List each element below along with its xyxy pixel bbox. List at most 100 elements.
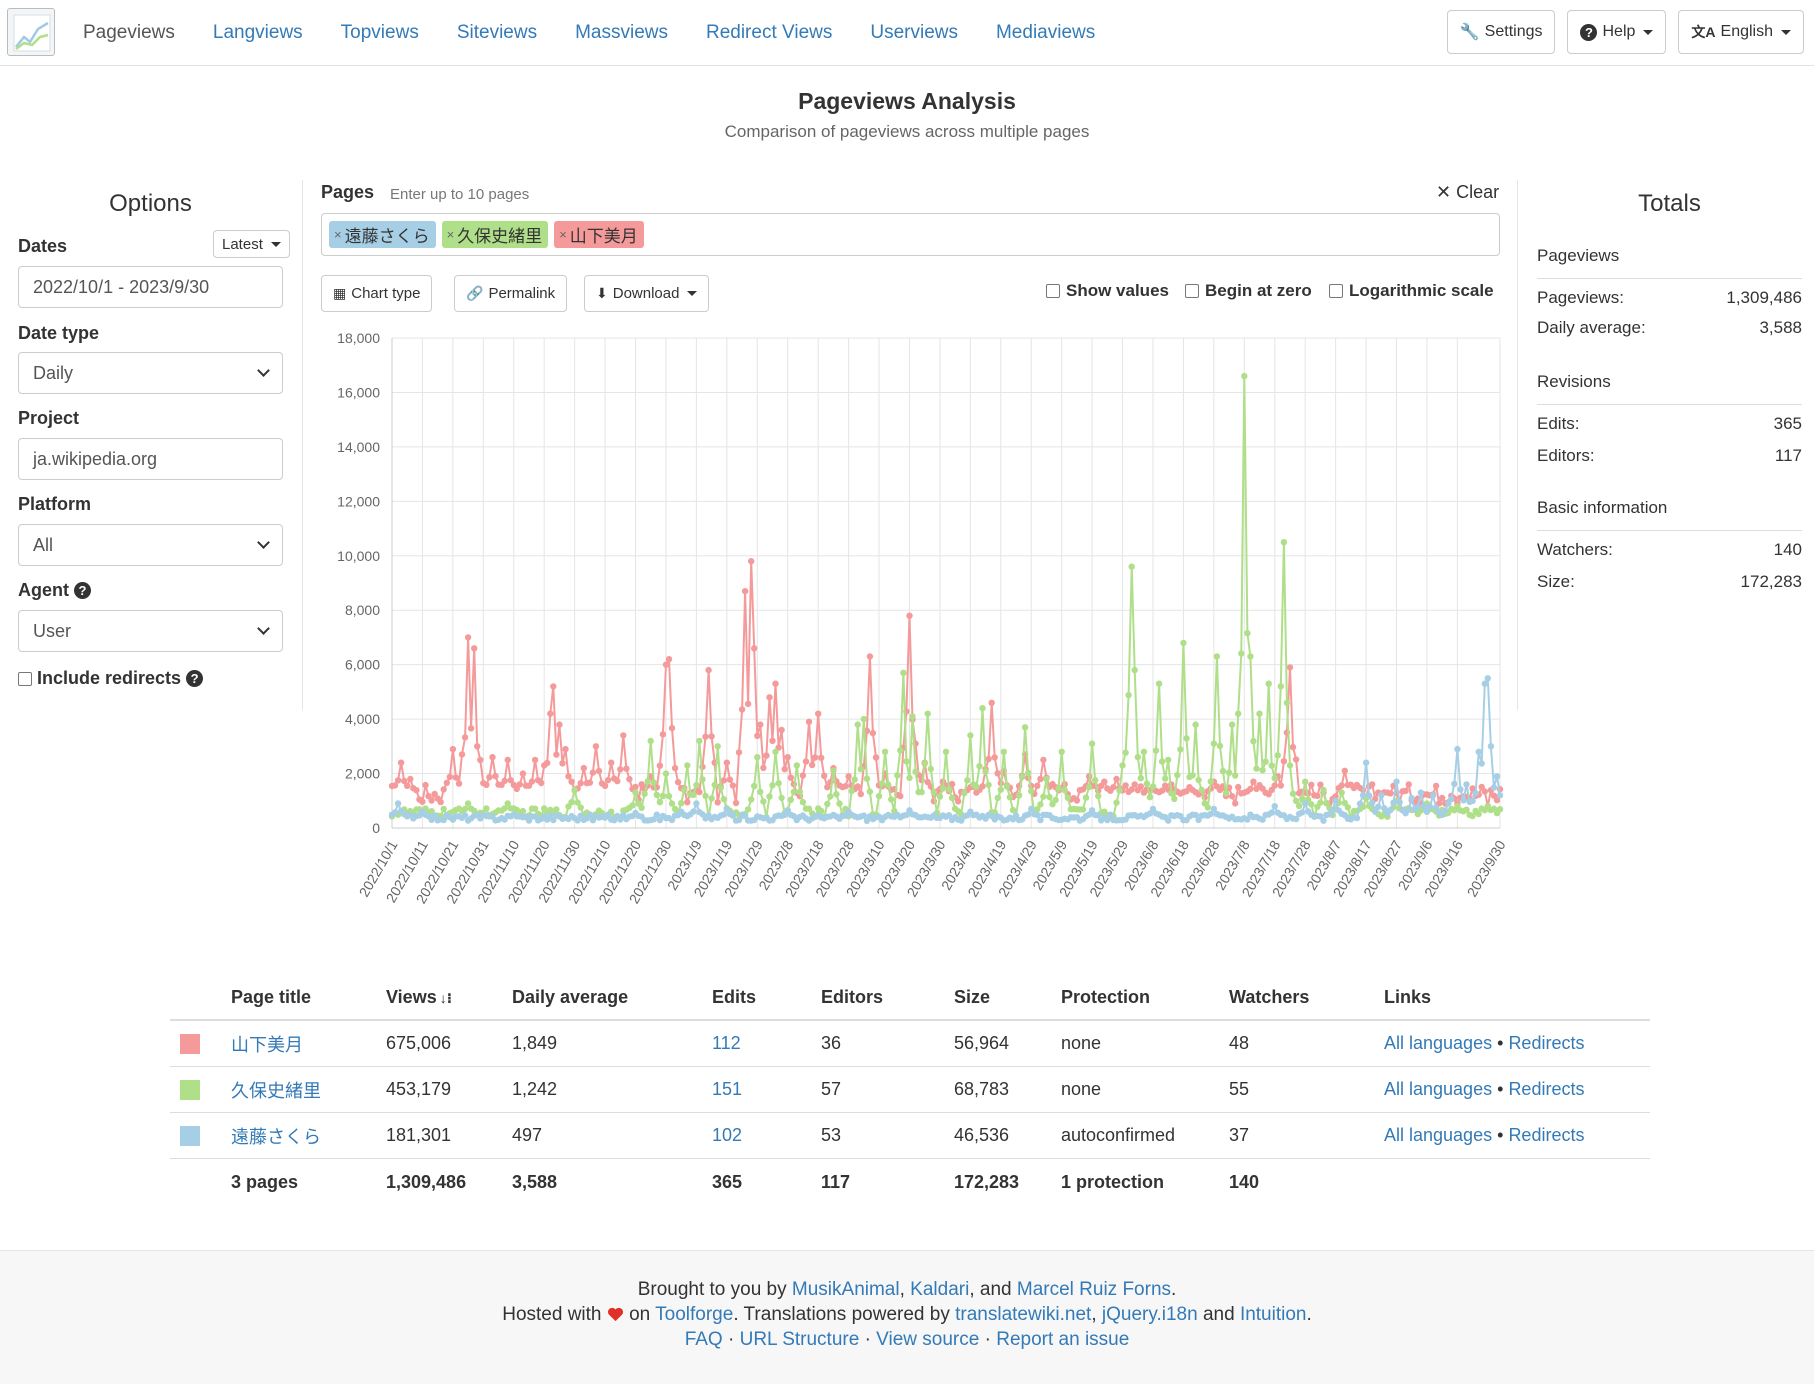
data-point[interactable] [668, 816, 676, 824]
data-point[interactable] [1432, 804, 1440, 811]
col-size[interactable]: Size [954, 986, 991, 1007]
data-point[interactable] [851, 776, 858, 783]
intuition-link[interactable]: Intuition [1239, 1304, 1307, 1325]
data-point[interactable] [711, 781, 718, 789]
data-point[interactable] [1244, 630, 1251, 637]
data-point[interactable] [678, 800, 685, 807]
data-point[interactable] [696, 788, 703, 796]
data-point[interactable] [696, 737, 703, 745]
data-point[interactable] [614, 777, 621, 785]
data-point[interactable] [1207, 778, 1214, 785]
data-point[interactable] [504, 756, 511, 764]
data-point[interactable] [553, 751, 560, 758]
page-tag[interactable]: × 山下美月 [554, 221, 644, 248]
data-point[interactable] [1174, 771, 1181, 779]
nav-pageviews[interactable]: Pageviews [83, 22, 175, 43]
col-protection[interactable]: Protection [1061, 986, 1151, 1007]
data-point[interactable] [1469, 797, 1476, 804]
data-point[interactable] [842, 783, 849, 790]
nav-userviews[interactable]: Userviews [870, 22, 958, 43]
data-point[interactable] [860, 812, 867, 819]
data-point[interactable] [787, 774, 794, 781]
data-point[interactable] [921, 760, 928, 767]
data-point[interactable] [1143, 780, 1151, 787]
pages-input[interactable]: × 遠藤さくら × 久保史緒里 × 山下美月 [321, 213, 1500, 256]
toolforge-link[interactable]: Toolforge [655, 1304, 734, 1325]
data-point[interactable] [1262, 758, 1269, 765]
data-point[interactable] [1271, 803, 1278, 810]
data-point[interactable] [1025, 811, 1032, 818]
data-point[interactable] [574, 799, 581, 806]
data-point[interactable] [863, 817, 871, 824]
data-point[interactable] [1274, 752, 1281, 759]
data-point[interactable] [805, 718, 813, 725]
data-point[interactable] [671, 764, 679, 772]
data-point[interactable] [1387, 790, 1394, 797]
data-point[interactable] [1165, 817, 1172, 824]
data-point[interactable] [979, 705, 986, 712]
data-point[interactable] [979, 783, 986, 790]
data-point[interactable] [760, 798, 767, 805]
data-point[interactable] [1003, 783, 1011, 790]
data-point[interactable] [1317, 781, 1324, 788]
data-point[interactable] [1128, 563, 1135, 570]
data-point[interactable] [1009, 806, 1017, 814]
redirects-link[interactable]: Redirects [1508, 1079, 1585, 1099]
data-point[interactable] [1128, 786, 1135, 793]
all-languages-link[interactable]: All languages [1384, 1079, 1493, 1099]
data-point[interactable] [452, 774, 460, 781]
data-point[interactable] [461, 805, 469, 813]
data-point[interactable] [772, 748, 779, 755]
project-input[interactable]: ja.wikipedia.org [18, 438, 283, 480]
data-point[interactable] [991, 754, 998, 761]
data-point[interactable] [1040, 793, 1047, 800]
data-point[interactable] [586, 779, 594, 786]
data-point[interactable] [1317, 799, 1324, 806]
data-point[interactable] [875, 792, 883, 800]
data-point[interactable] [440, 816, 447, 824]
data-point[interactable] [443, 779, 450, 786]
data-point[interactable] [1213, 653, 1221, 660]
data-point[interactable] [866, 788, 874, 795]
data-point[interactable] [1280, 539, 1288, 546]
data-point[interactable] [668, 724, 676, 732]
data-point[interactable] [909, 713, 916, 720]
nav-redirect-views[interactable]: Redirect Views [705, 22, 833, 43]
data-point[interactable] [1222, 790, 1230, 797]
data-point[interactable] [1082, 794, 1090, 801]
data-point[interactable] [1046, 793, 1053, 801]
data-point[interactable] [1298, 809, 1306, 816]
data-point[interactable] [1122, 782, 1129, 789]
data-point[interactable] [501, 777, 508, 785]
data-point[interactable] [1180, 639, 1187, 647]
data-point[interactable] [1028, 787, 1035, 795]
data-point[interactable] [653, 791, 660, 799]
data-point[interactable] [1247, 653, 1254, 660]
data-point[interactable] [574, 817, 581, 824]
data-point[interactable] [1493, 773, 1501, 780]
data-point[interactable] [1289, 743, 1297, 751]
col-page-title[interactable]: Page title [231, 986, 312, 1007]
data-point[interactable] [626, 775, 633, 783]
data-point[interactable] [1280, 758, 1288, 765]
data-point[interactable] [757, 721, 764, 728]
data-point[interactable] [1034, 782, 1041, 789]
data-point[interactable] [1122, 749, 1129, 756]
data-point[interactable] [1292, 797, 1300, 805]
data-point[interactable] [1271, 782, 1278, 789]
data-point[interactable] [818, 754, 825, 761]
data-point[interactable] [668, 800, 676, 807]
data-point[interactable] [1207, 810, 1214, 818]
data-point[interactable] [735, 749, 743, 756]
data-point[interactable] [422, 781, 429, 789]
data-point[interactable] [705, 666, 712, 674]
data-point[interactable] [1338, 789, 1345, 796]
data-point[interactable] [1314, 792, 1321, 799]
data-point[interactable] [751, 782, 758, 790]
data-point[interactable] [1469, 812, 1476, 820]
data-point[interactable] [897, 747, 904, 754]
cell-edits[interactable]: 102 [712, 1125, 743, 1145]
data-point[interactable] [428, 797, 435, 804]
data-point[interactable] [1353, 814, 1361, 822]
data-point[interactable] [699, 776, 706, 783]
